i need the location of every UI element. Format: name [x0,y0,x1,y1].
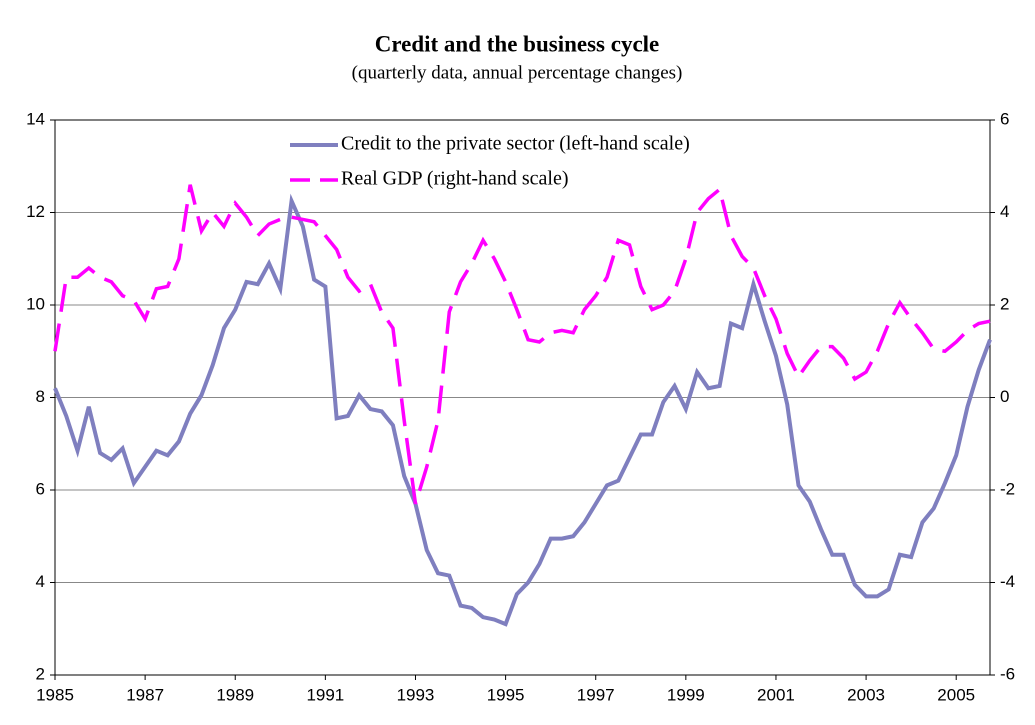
y2-tick-label: 0 [1000,387,1009,406]
x-tick-label: 1991 [306,685,344,704]
series-line [53,193,992,627]
x-tick-label: 1985 [36,685,74,704]
plot-frame [54,119,991,676]
y2-tick-label: 2 [1000,294,1009,313]
y-tick-label: 4 [36,572,45,591]
y-tick-label: 14 [26,109,45,128]
y-tick-label: 8 [36,387,45,406]
y2-tick-label: -6 [1000,664,1015,683]
x-tick-label: 2003 [847,685,885,704]
y2-tick-label: 6 [1000,109,1009,128]
x-tick-label: 1995 [487,685,525,704]
legend-label: Credit to the private sector (left-hand … [341,133,690,155]
x-tick-label: 1987 [126,685,164,704]
y-tick-label: 6 [36,479,45,498]
series-line [53,184,991,505]
x-tick-label: 1989 [216,685,254,704]
x-tick-label: 1999 [667,685,705,704]
x-tick-label: 2001 [757,685,795,704]
legend-label: Real GDP (right-hand scale) [341,168,569,190]
chart-subtitle: (quarterly data, annual percentage chang… [352,62,683,83]
x-tick-label: 1993 [397,685,435,704]
x-tick-label: 2005 [937,685,975,704]
y2-tick-label: -4 [1000,572,1015,591]
y-tick-label: 12 [26,202,45,221]
y2-tick-label: -2 [1000,479,1015,498]
y2-tick-label: 4 [1000,202,1009,221]
y-tick-label: 2 [36,664,45,683]
y-tick-label: 10 [26,294,45,313]
x-tick-label: 1997 [577,685,615,704]
chart-title: Credit and the business cycle [375,31,660,56]
